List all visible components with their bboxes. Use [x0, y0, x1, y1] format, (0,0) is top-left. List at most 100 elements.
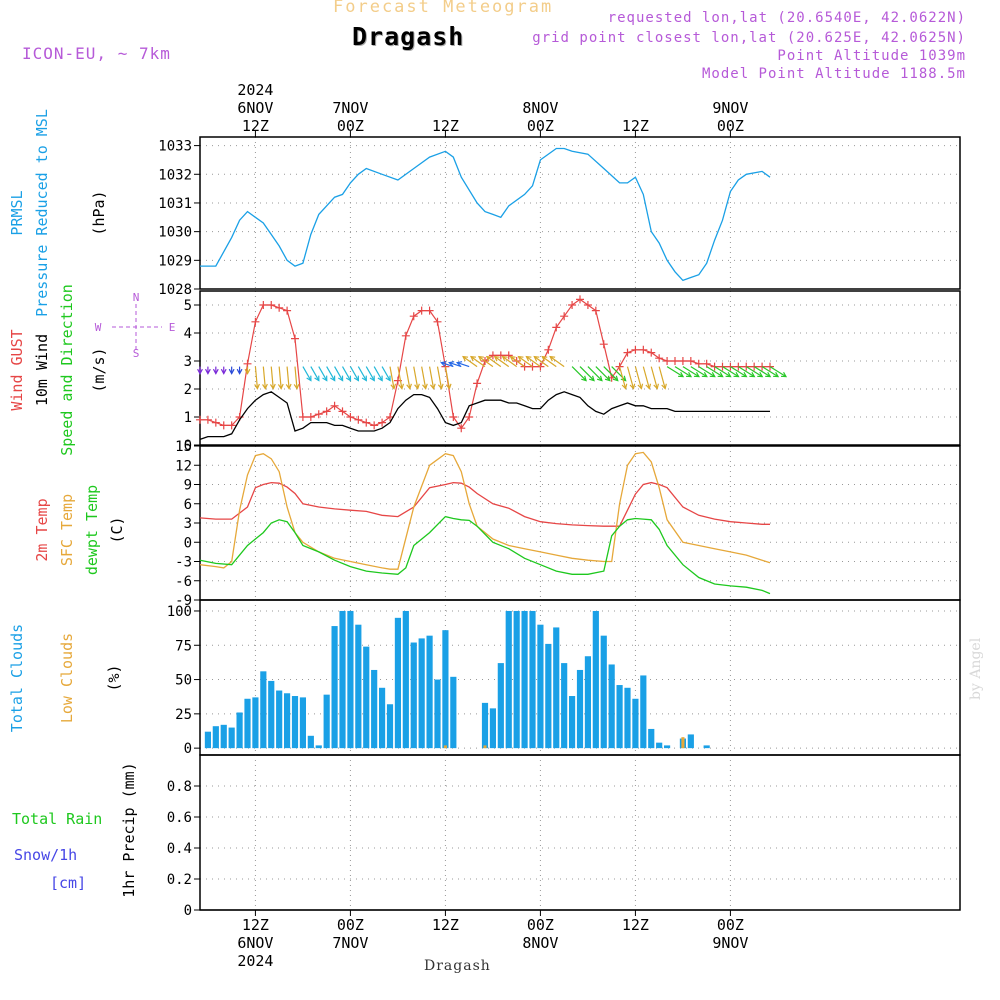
- wind-direction-arrow: [502, 356, 518, 368]
- total-cloud-bar: [576, 669, 584, 749]
- wind-arrow-head: [637, 383, 644, 390]
- wind-arrow-head: [765, 371, 772, 378]
- total-cloud-bar: [299, 697, 307, 749]
- bottom-time-label: 6NOV: [237, 934, 273, 952]
- gust-marker: [710, 362, 719, 371]
- total-cloud-bar: [545, 643, 552, 749]
- total-clouds-label: Total Clouds: [8, 624, 26, 732]
- wind-arrow-head: [549, 355, 556, 362]
- top-time-label: 6NOV: [237, 99, 273, 117]
- total-cloud-bar: [450, 676, 457, 749]
- gust-marker: [702, 359, 711, 368]
- total-cloud-bar: [584, 656, 592, 749]
- gust-marker: [425, 306, 434, 315]
- gust-marker: [298, 413, 307, 421]
- wind-direction-arrow: [449, 362, 462, 368]
- top-time-label: 9NOV: [712, 99, 748, 117]
- precip-unit-label: 1hr Precip (mm): [120, 762, 138, 897]
- gust-marker: [338, 407, 347, 416]
- wind-arrow-head: [437, 383, 444, 390]
- wind-arrow-head: [306, 375, 312, 382]
- wind-arrow-head: [717, 371, 724, 378]
- gust-marker: [370, 421, 379, 430]
- bottom-time-label: 00Z: [337, 916, 364, 934]
- wind-ytick-label: 0: [184, 438, 192, 454]
- gust-marker: [203, 415, 212, 424]
- top-time-label: 8NOV: [522, 99, 558, 117]
- gust-marker: [306, 413, 315, 421]
- top-time-label: 00Z: [527, 117, 554, 135]
- pressure-ytick-label: 1033: [158, 139, 192, 155]
- wind-arrow-head: [197, 368, 203, 375]
- total-cloud-bar: [339, 610, 346, 749]
- bottom-time-label: 00Z: [527, 916, 554, 934]
- wind-direction-arrow: [310, 366, 320, 381]
- wind-direction-arrow: [389, 366, 395, 389]
- gust-marker: [346, 413, 355, 421]
- wind-direction-arrow: [526, 356, 541, 368]
- wind-direction-arrow: [349, 366, 359, 381]
- wind-direction-arrow: [650, 366, 658, 389]
- wind-arrow-head: [757, 371, 764, 378]
- wind-direction-arrow: [428, 366, 435, 389]
- total-cloud-bar: [442, 630, 449, 749]
- clouds-ytick-label: 0: [184, 741, 192, 757]
- wind-direction-arrow: [571, 366, 587, 382]
- total-cloud-bar: [529, 610, 536, 749]
- wind-direction-arrow: [441, 362, 454, 368]
- wind-panel-frame: [199, 290, 961, 446]
- bottom-time-label: 12Z: [242, 916, 269, 934]
- wind-direction-arrow: [738, 366, 755, 378]
- gust-marker: [330, 401, 339, 410]
- wind-speed-line: [199, 391, 770, 441]
- gust-marker: [631, 345, 640, 354]
- wind-ytick-label: 2: [184, 382, 192, 398]
- gust-marker: [591, 306, 600, 315]
- total-cloud-bar: [568, 696, 576, 749]
- wind-direction-arrow: [254, 366, 259, 389]
- wind-direction-arrow: [579, 366, 595, 382]
- wind-direction-arrow: [682, 366, 700, 378]
- wind-unit-label: (m/s): [90, 347, 108, 392]
- pressure-line: [200, 147, 771, 282]
- wind-arrow-head: [773, 371, 780, 378]
- gust-marker: [219, 421, 228, 430]
- clouds-ytick-label: 50: [175, 673, 192, 689]
- wind-arrow-head: [314, 375, 320, 382]
- temp-unit-label: (C): [108, 516, 126, 543]
- total-cloud-bar: [489, 708, 497, 749]
- pressure-ytick-label: 1031: [158, 196, 192, 212]
- top-time-label: 7NOV: [332, 99, 368, 117]
- total-cloud-bar: [402, 610, 409, 749]
- top-time-label: 2024: [237, 81, 273, 99]
- wind-direction-arrow: [722, 366, 739, 378]
- precip-ytick-label: 0.2: [167, 872, 192, 888]
- wind-direction-arrow: [510, 356, 525, 368]
- wind-arrow-head: [462, 355, 469, 362]
- wind-direction-arrow: [518, 356, 533, 368]
- wind-direction-arrow: [587, 366, 603, 382]
- total-cloud-bar: [426, 635, 433, 749]
- wind-arrow-head: [493, 355, 500, 362]
- gust-marker: [409, 312, 418, 321]
- total-cloud-bar: [363, 646, 370, 749]
- gust-marker: [283, 306, 292, 315]
- gust-marker: [291, 334, 299, 343]
- total-cloud-bar: [236, 712, 243, 749]
- low-cloud-bar: [443, 745, 447, 749]
- wind-direction-arrow: [357, 366, 367, 381]
- gust-marker: [694, 359, 703, 368]
- wind-arrow-head: [254, 383, 260, 390]
- gust-marker: [504, 351, 513, 360]
- temp-sfc-label: SFC Temp: [58, 494, 76, 566]
- wind-direction-arrow: [478, 356, 494, 368]
- total-cloud-bar: [260, 671, 267, 749]
- wind-arrow-head: [612, 375, 619, 382]
- wind-direction-arrow: [603, 366, 619, 382]
- wind-arrow-head: [596, 375, 603, 382]
- total-cloud-bar: [307, 735, 314, 749]
- total-cloud-bar: [418, 638, 425, 749]
- wind-direction-arrow: [666, 366, 684, 378]
- snow-unit-label: [cm]: [50, 874, 86, 892]
